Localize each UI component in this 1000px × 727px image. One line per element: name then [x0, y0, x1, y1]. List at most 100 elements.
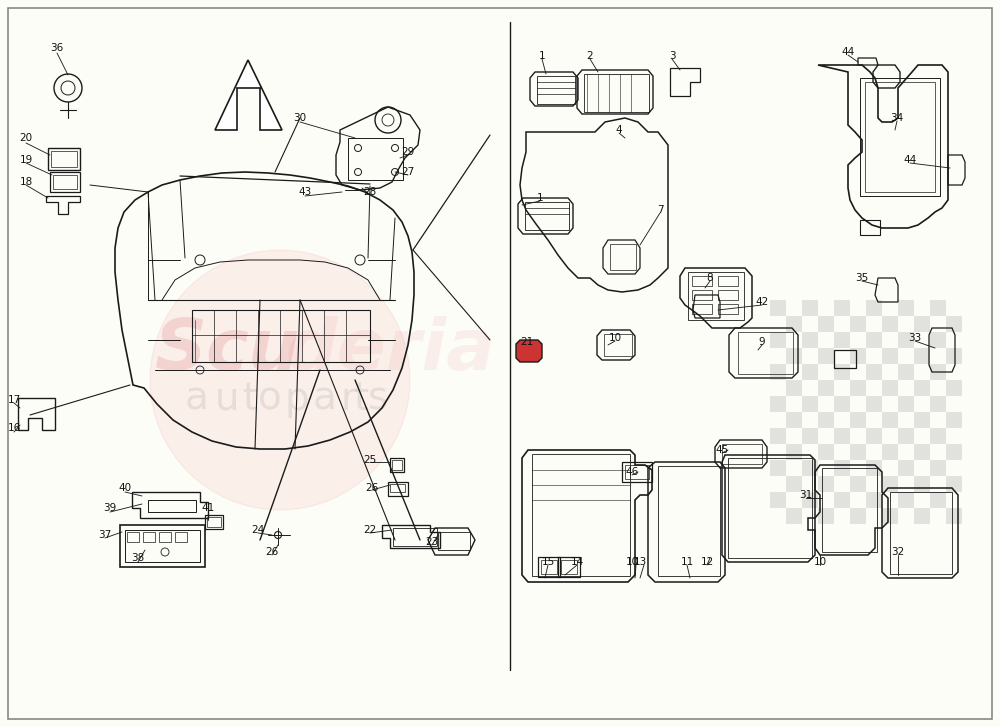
Bar [946, 444, 962, 460]
Bar [850, 316, 866, 332]
Bar [525, 202, 569, 230]
Bar [834, 396, 850, 412]
Bar [658, 466, 720, 576]
Bar [692, 276, 712, 286]
Text: 25: 25 [363, 455, 377, 465]
Text: 34: 34 [890, 113, 904, 123]
Bar [834, 492, 850, 508]
Bar [890, 492, 952, 574]
Bar [898, 396, 914, 412]
Text: 7: 7 [657, 205, 663, 215]
Bar [770, 332, 786, 348]
Bar [866, 460, 882, 476]
Bar [392, 460, 402, 470]
Bar [786, 316, 802, 332]
Bar [860, 78, 940, 196]
Text: 1: 1 [539, 51, 545, 61]
Bar [390, 458, 404, 472]
Bar [770, 428, 786, 444]
Text: 36: 36 [50, 43, 64, 53]
Bar [722, 444, 762, 464]
Text: 46: 46 [625, 467, 639, 477]
Bar [866, 332, 882, 348]
Bar [834, 300, 850, 316]
Bar [866, 428, 882, 444]
Text: 17: 17 [7, 395, 21, 405]
Bar [53, 175, 77, 189]
Text: 45: 45 [715, 445, 729, 455]
Bar [930, 428, 946, 444]
Bar [770, 396, 786, 412]
Bar [786, 508, 802, 524]
Bar [914, 348, 930, 364]
Text: 9: 9 [759, 337, 765, 347]
Text: o: o [258, 380, 282, 418]
Text: 38: 38 [131, 553, 145, 563]
Bar [946, 412, 962, 428]
Bar [898, 492, 914, 508]
Text: u: u [215, 380, 240, 418]
Bar [818, 348, 834, 364]
Bar [930, 332, 946, 348]
Bar [882, 444, 898, 460]
Bar [688, 272, 744, 320]
Bar [537, 76, 575, 104]
Bar [850, 476, 866, 492]
Bar [770, 460, 786, 476]
Text: Sc: Sc [155, 316, 250, 385]
Text: 12: 12 [700, 557, 714, 567]
Bar [393, 528, 437, 546]
Text: 43: 43 [298, 187, 312, 197]
Bar [348, 138, 403, 180]
Bar [818, 444, 834, 460]
Bar [388, 482, 408, 496]
Bar [818, 412, 834, 428]
Bar [120, 525, 205, 567]
Bar [930, 492, 946, 508]
Text: 1: 1 [537, 193, 543, 203]
Bar [610, 244, 636, 270]
Polygon shape [516, 340, 542, 362]
Text: 4: 4 [616, 125, 622, 135]
Bar [51, 151, 77, 167]
Bar [898, 300, 914, 316]
Text: s: s [368, 380, 388, 418]
Text: 39: 39 [103, 503, 117, 513]
Text: 28: 28 [363, 187, 377, 197]
Bar [692, 304, 712, 314]
Bar [946, 508, 962, 524]
Bar [930, 300, 946, 316]
Text: 21: 21 [520, 337, 534, 347]
Bar [914, 476, 930, 492]
Text: 23: 23 [425, 537, 439, 547]
Text: 2: 2 [587, 51, 593, 61]
Bar [866, 300, 882, 316]
Bar [802, 492, 818, 508]
Bar [738, 332, 793, 374]
Bar [914, 508, 930, 524]
Bar [786, 476, 802, 492]
Bar [882, 348, 898, 364]
Bar [584, 74, 649, 112]
Bar [866, 396, 882, 412]
Bar [718, 304, 738, 314]
Bar [802, 460, 818, 476]
Bar [786, 444, 802, 460]
Bar [48, 148, 80, 170]
Text: 19: 19 [19, 155, 33, 165]
Text: deria: deria [285, 316, 495, 385]
Bar [898, 428, 914, 444]
Bar [850, 380, 866, 396]
Text: r: r [340, 380, 356, 418]
Bar [159, 532, 171, 542]
Bar [818, 476, 834, 492]
Bar [802, 428, 818, 444]
Bar [558, 557, 580, 577]
Text: 44: 44 [841, 47, 855, 57]
Bar [770, 364, 786, 380]
Text: 10: 10 [608, 333, 622, 343]
Bar [850, 348, 866, 364]
Bar [930, 396, 946, 412]
Bar [692, 290, 712, 300]
Bar [561, 560, 577, 574]
